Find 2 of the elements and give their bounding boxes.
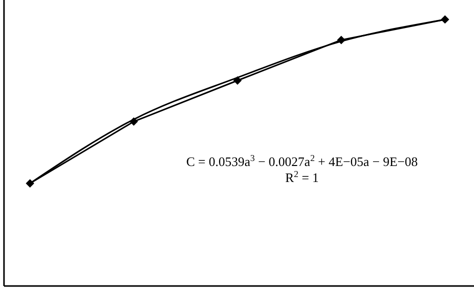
annotation: R$^{2}$ = 1 (285, 169, 319, 185)
annotation: C = 0.0539a$^{3}$ − 0.0027a$^{2}$ + 4E−05a − 9E−08 (186, 153, 418, 169)
